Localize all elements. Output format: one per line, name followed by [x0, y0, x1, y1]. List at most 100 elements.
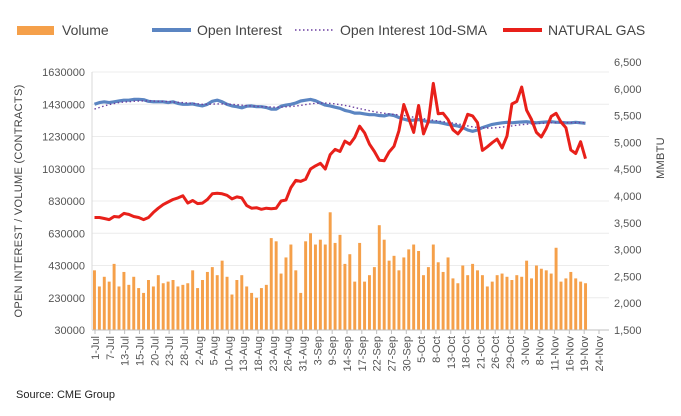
volume-bar	[201, 280, 204, 330]
volume-bar	[210, 267, 214, 330]
x-tick-label: 24-Nov	[594, 336, 606, 372]
volume-bar	[461, 265, 465, 330]
volume-bar	[309, 233, 313, 330]
volume-bar	[480, 275, 484, 330]
volume-bar	[137, 288, 141, 330]
x-tick-label: 3-Nov	[520, 336, 532, 366]
left-tick-label: 1230000	[42, 132, 85, 144]
x-tick-label: 9-Sep	[327, 336, 339, 365]
volume-bar	[564, 278, 568, 330]
volume-bar	[358, 242, 362, 330]
legend-label: NATURAL GAS	[548, 22, 645, 38]
x-tick-label: 8-Oct	[431, 336, 443, 363]
right-tick-label: 5,500	[614, 111, 642, 123]
x-tick-label: 27-Sep	[386, 336, 398, 371]
x-tick-label: 14-Sep	[342, 336, 354, 371]
volume-bar	[446, 257, 450, 330]
x-tick-label: 3-Sep	[312, 336, 324, 365]
x-tick-label: 26-Oct	[490, 336, 502, 369]
volume-bar	[186, 283, 190, 330]
left-tick-label: 1430000	[42, 99, 85, 111]
volume-bar	[122, 271, 126, 330]
x-tick-label: 29-Oct	[505, 336, 517, 369]
volume-bar	[554, 247, 558, 330]
y-axis-right-title: MMBTU	[655, 137, 667, 179]
x-tick-label: 31-Aug	[298, 336, 310, 371]
volume-bar	[363, 281, 367, 330]
volume-bar	[569, 271, 573, 330]
x-tick-label: 15-Jul	[134, 336, 146, 366]
x-tick-label: 17-Sep	[357, 336, 369, 371]
volume-bar	[456, 283, 460, 330]
volume-bar	[505, 276, 509, 330]
x-tick-label: 30-Sep	[401, 336, 413, 371]
left-tick-label: 630000	[48, 228, 85, 240]
volume-bar	[412, 244, 416, 330]
volume-bar	[377, 225, 381, 330]
volume-bar	[161, 283, 165, 330]
volume-bar	[530, 278, 533, 330]
volume-bar	[274, 241, 278, 330]
x-tick-label: 18-Oct	[461, 336, 473, 369]
series-lines	[93, 81, 587, 222]
x-tick-label: 2-Aug	[194, 336, 206, 365]
volume-bar	[132, 276, 136, 330]
volume-bar	[343, 263, 347, 330]
volume-bar	[220, 260, 224, 330]
volume-bar	[156, 275, 160, 330]
volume-bar	[230, 294, 234, 330]
volume-bar	[102, 276, 106, 330]
volume-bar	[181, 284, 185, 330]
volume-bar	[451, 278, 455, 330]
volume-bar	[318, 239, 322, 330]
volume-bar	[97, 286, 101, 330]
volume-bar	[304, 241, 308, 330]
volume-bar	[142, 292, 146, 330]
y-axis-left-title: OPEN INTEREST / VOLUME (CONTRACTS)	[13, 84, 25, 317]
right-tick-label: 6,500	[614, 57, 642, 69]
x-tick-label: 5-Aug	[209, 336, 221, 365]
right-tick-label: 3,000	[614, 245, 642, 257]
open-interest-sma-line	[94, 100, 586, 129]
x-tick-label: 8-Nov	[535, 336, 547, 366]
left-tick-label: 1630000	[42, 67, 85, 79]
volume-bar	[549, 273, 553, 330]
x-tick-label: 23-Aug	[268, 336, 280, 371]
volume-bar	[338, 234, 342, 330]
volume-bar	[328, 212, 332, 330]
volume-bar	[525, 260, 529, 330]
axes	[91, 72, 609, 331]
right-axis-ticks: 6,500 6,000 5,500 5,000 4,500 4,000 3,500 3,000…	[614, 57, 642, 337]
source-note: Source: CME Group	[16, 389, 116, 401]
volume-bar	[289, 244, 293, 330]
volume-bar	[279, 273, 283, 330]
volume-bar	[422, 275, 425, 330]
legend-label: Volume	[62, 22, 109, 38]
volume-bar	[176, 286, 180, 330]
volume-bar	[107, 281, 111, 330]
x-tick-label: 1-Jul	[90, 336, 102, 360]
volume-bar	[255, 297, 258, 330]
volume-bar	[245, 286, 249, 330]
volume-bar	[333, 242, 337, 330]
x-tick-label: 7-Jul	[105, 336, 117, 360]
right-tick-label: 3,500	[614, 218, 642, 230]
volume-bar	[147, 280, 150, 330]
right-tick-label: 2,000	[614, 298, 642, 310]
volume-bar	[490, 281, 494, 330]
volume-bar	[348, 254, 352, 330]
x-tick-label: 26-Aug	[283, 336, 295, 371]
x-tick-label: 21-Oct	[475, 336, 487, 369]
left-tick-label: 30000	[54, 325, 85, 337]
x-axis-ticks: 1-Jul 7-Jul 13-Jul 15-Jul 20-Jul 23-Jul 28-Jul…	[90, 330, 606, 371]
volume-bar	[500, 273, 504, 330]
left-tick-label: 230000	[48, 293, 85, 305]
right-tick-label: 2,500	[614, 271, 642, 283]
volume-bar	[299, 292, 303, 330]
volume-bar	[92, 270, 96, 330]
volume-bar	[117, 286, 121, 330]
volume-bar	[225, 276, 229, 330]
volume-bar	[250, 292, 254, 330]
volume-bars	[92, 212, 588, 330]
